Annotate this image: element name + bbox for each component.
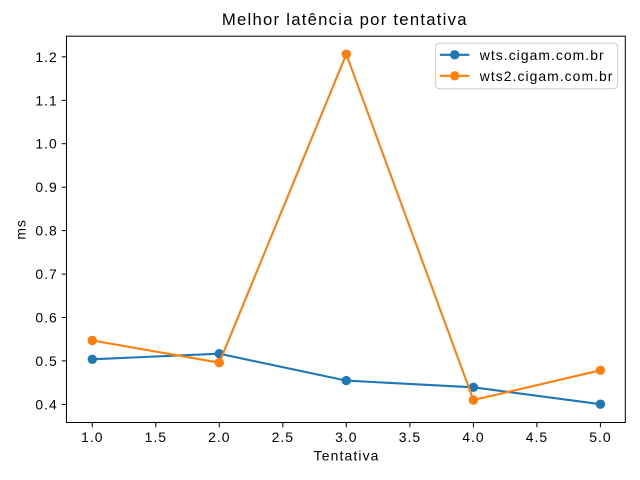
svg-text:Melhor latência por tentativa: Melhor latência por tentativa — [222, 10, 468, 29]
svg-text:0.9: 0.9 — [35, 179, 57, 195]
svg-text:5.0: 5.0 — [589, 429, 611, 445]
svg-text:4.0: 4.0 — [462, 429, 484, 445]
svg-text:4.5: 4.5 — [526, 429, 548, 445]
svg-text:3.5: 3.5 — [399, 429, 421, 445]
svg-text:2.0: 2.0 — [208, 429, 230, 445]
svg-text:wts.cigam.com.br: wts.cigam.com.br — [479, 47, 605, 63]
svg-text:0.6: 0.6 — [35, 310, 57, 326]
svg-text:1.0: 1.0 — [81, 429, 103, 445]
svg-text:ms: ms — [13, 219, 29, 240]
svg-text:Tentativa: Tentativa — [314, 448, 380, 464]
svg-text:0.5: 0.5 — [35, 353, 57, 369]
svg-text:1.2: 1.2 — [35, 49, 57, 65]
svg-text:0.4: 0.4 — [35, 396, 57, 412]
svg-text:wts2.cigam.com.br: wts2.cigam.com.br — [479, 68, 614, 84]
svg-text:0.8: 0.8 — [35, 223, 57, 239]
svg-text:3.0: 3.0 — [335, 429, 357, 445]
svg-text:0.7: 0.7 — [35, 266, 57, 282]
svg-text:2.5: 2.5 — [272, 429, 294, 445]
svg-text:1.5: 1.5 — [145, 429, 167, 445]
svg-text:1.1: 1.1 — [35, 92, 57, 108]
svg-text:1.0: 1.0 — [35, 136, 57, 152]
